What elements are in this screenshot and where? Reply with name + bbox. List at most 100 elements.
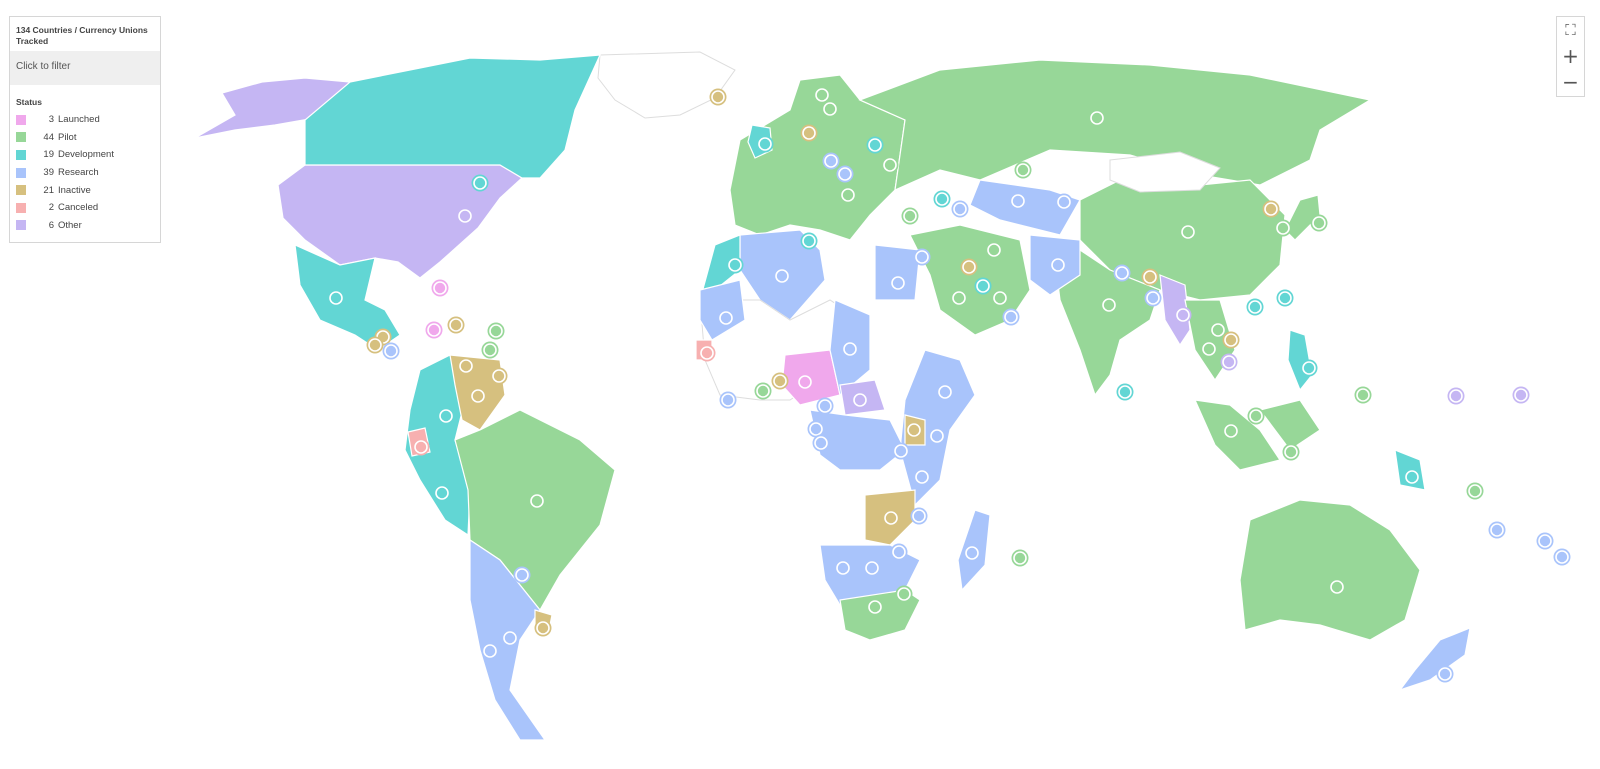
zoom-in-button[interactable]: + — [1557, 43, 1584, 69]
country-marker-pilot[interactable] — [1209, 321, 1227, 339]
country-marker-development[interactable] — [866, 136, 884, 154]
country-marker-pilot[interactable] — [839, 186, 857, 204]
country-marker-research[interactable] — [822, 152, 840, 170]
country-marker-research[interactable] — [913, 248, 931, 266]
country-marker-research[interactable] — [889, 274, 907, 292]
country-marker-development[interactable] — [1276, 289, 1294, 307]
country-marker-inactive[interactable] — [366, 336, 384, 354]
filter-button[interactable]: Click to filter — [10, 51, 160, 85]
country-marker-development[interactable] — [1300, 359, 1318, 377]
mauritania-region[interactable] — [699, 279, 746, 341]
country-marker-pilot[interactable] — [1200, 340, 1218, 358]
country-marker-research[interactable] — [513, 566, 531, 584]
country-marker-inactive[interactable] — [457, 357, 475, 375]
country-marker-pilot[interactable] — [1328, 578, 1346, 596]
legend-item-launched[interactable]: 3 Launched — [10, 111, 160, 129]
country-marker-launched[interactable] — [425, 321, 443, 339]
country-marker-research[interactable] — [1009, 192, 1027, 210]
country-marker-pilot[interactable] — [950, 289, 968, 307]
country-marker-research[interactable] — [1049, 256, 1067, 274]
country-marker-inactive[interactable] — [490, 367, 508, 385]
country-marker-research[interactable] — [1144, 289, 1162, 307]
country-marker-development[interactable] — [726, 256, 744, 274]
country-marker-pilot[interactable] — [813, 86, 831, 104]
east-africa-region[interactable] — [899, 349, 976, 507]
mexico-region[interactable] — [294, 244, 401, 351]
country-marker-pilot[interactable] — [821, 100, 839, 118]
country-marker-research[interactable] — [501, 629, 519, 647]
country-marker-development[interactable] — [471, 174, 489, 192]
country-marker-pilot[interactable] — [1100, 296, 1118, 314]
country-marker-inactive[interactable] — [1222, 331, 1240, 349]
indonesia-region[interactable] — [1194, 399, 1321, 471]
country-marker-pilot[interactable] — [866, 598, 884, 616]
country-marker-pilot[interactable] — [487, 322, 505, 340]
country-marker-pilot[interactable] — [1222, 422, 1240, 440]
country-marker-pilot[interactable] — [754, 382, 772, 400]
country-marker-research[interactable] — [807, 420, 825, 438]
country-marker-research[interactable] — [890, 543, 908, 561]
legend-item-inactive[interactable]: 21 Inactive — [10, 181, 160, 199]
country-marker-inactive[interactable] — [447, 316, 465, 334]
legend-item-pilot[interactable]: 44 Pilot — [10, 129, 160, 147]
usa-region[interactable] — [277, 164, 524, 279]
central-africa-region[interactable] — [809, 409, 906, 471]
myanmar-region[interactable] — [1159, 274, 1191, 347]
country-marker-pilot[interactable] — [1014, 161, 1032, 179]
country-marker-pilot[interactable] — [1274, 219, 1292, 237]
country-marker-canceled[interactable] — [698, 344, 716, 362]
country-marker-development[interactable] — [800, 232, 818, 250]
country-marker-development[interactable] — [933, 190, 951, 208]
country-marker-pilot[interactable] — [1247, 407, 1265, 425]
country-marker-research[interactable] — [892, 442, 910, 460]
country-marker-pilot[interactable] — [1354, 386, 1372, 404]
country-marker-research[interactable] — [481, 642, 499, 660]
country-marker-inactive[interactable] — [960, 258, 978, 276]
canada-region[interactable] — [304, 54, 601, 179]
country-marker-research[interactable] — [812, 434, 830, 452]
country-marker-other[interactable] — [851, 391, 869, 409]
country-marker-research[interactable] — [773, 267, 791, 285]
country-marker-inactive[interactable] — [709, 88, 727, 106]
country-marker-research[interactable] — [863, 559, 881, 577]
country-marker-development[interactable] — [1246, 298, 1264, 316]
country-marker-research[interactable] — [913, 468, 931, 486]
country-marker-research[interactable] — [1113, 264, 1131, 282]
alaska-region[interactable] — [194, 77, 352, 139]
country-marker-pilot[interactable] — [1011, 549, 1029, 567]
country-marker-inactive[interactable] — [1141, 268, 1159, 286]
zoom-out-button[interactable]: − — [1557, 69, 1584, 95]
country-marker-research[interactable] — [717, 309, 735, 327]
country-marker-development[interactable] — [1403, 468, 1421, 486]
country-marker-inactive[interactable] — [905, 421, 923, 439]
country-marker-research[interactable] — [841, 340, 859, 358]
country-marker-research[interactable] — [1553, 548, 1571, 566]
country-marker-pilot[interactable] — [1466, 482, 1484, 500]
greenland-region[interactable] — [597, 51, 736, 119]
country-marker-research[interactable] — [719, 391, 737, 409]
country-marker-pilot[interactable] — [528, 492, 546, 510]
country-marker-research[interactable] — [1536, 532, 1554, 550]
egypt-region[interactable] — [874, 244, 921, 301]
legend-item-research[interactable]: 39 Research — [10, 164, 160, 182]
fullscreen-button[interactable]: ⛶ — [1557, 17, 1584, 43]
country-marker-inactive[interactable] — [1262, 200, 1280, 218]
country-marker-research[interactable] — [836, 165, 854, 183]
country-marker-development[interactable] — [437, 407, 455, 425]
country-marker-launched[interactable] — [431, 279, 449, 297]
europe-region[interactable] — [729, 74, 906, 241]
country-marker-research[interactable] — [816, 397, 834, 415]
country-marker-other[interactable] — [1447, 387, 1465, 405]
country-marker-research[interactable] — [910, 507, 928, 525]
australia-region[interactable] — [1239, 499, 1421, 641]
country-marker-pilot[interactable] — [1179, 223, 1197, 241]
country-marker-inactive[interactable] — [771, 372, 789, 390]
country-marker-development[interactable] — [1116, 383, 1134, 401]
country-marker-pilot[interactable] — [985, 241, 1003, 259]
country-marker-pilot[interactable] — [991, 289, 1009, 307]
country-marker-pilot[interactable] — [481, 341, 499, 359]
country-marker-launched[interactable] — [796, 373, 814, 391]
country-marker-other[interactable] — [1174, 306, 1192, 324]
country-marker-pilot[interactable] — [881, 156, 899, 174]
